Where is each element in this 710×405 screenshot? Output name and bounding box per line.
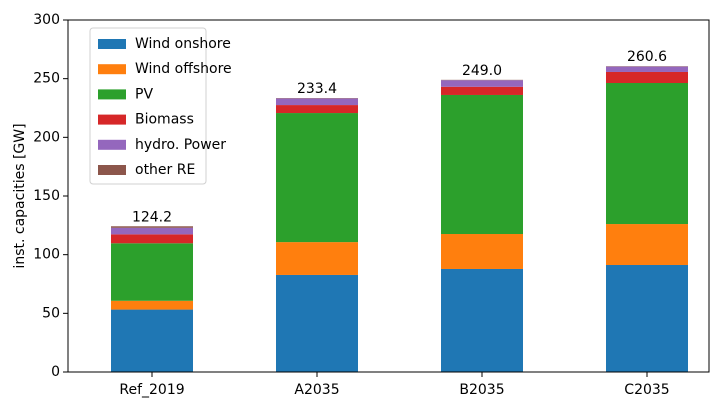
bar-segment (111, 226, 193, 228)
total-label: 260.6 (627, 49, 667, 65)
legend-label: other RE (135, 162, 195, 178)
bar-segment (276, 105, 358, 113)
bar-segment (441, 234, 523, 269)
legend-label: Wind onshore (135, 36, 231, 52)
bar-segment (276, 275, 358, 372)
y-tick-label: 100 (33, 247, 60, 263)
x-tick-label: B2035 (459, 382, 504, 398)
y-tick-label: 250 (33, 71, 60, 87)
bar-segment (606, 265, 688, 372)
bar-segment (276, 98, 358, 105)
bar-segment (111, 310, 193, 372)
legend-label: PV (135, 86, 153, 102)
y-tick-label: 200 (33, 129, 60, 145)
legend-swatch (98, 115, 126, 125)
y-tick-label: 300 (33, 12, 60, 28)
legend-swatch (98, 39, 126, 49)
bar-segment (606, 67, 688, 72)
y-axis-label: inst. capacities [GW] (12, 123, 28, 268)
bar-segment (606, 72, 688, 83)
bar-segment (441, 87, 523, 95)
legend-swatch (98, 140, 126, 150)
x-tick-label: C2035 (624, 382, 669, 398)
legend-swatch (98, 64, 126, 74)
bar-segment (276, 113, 358, 242)
bar-segment (276, 242, 358, 275)
y-tick-label: 50 (42, 305, 60, 321)
bar-segment (606, 83, 688, 224)
bar-segment (441, 80, 523, 87)
bar-segment (111, 301, 193, 310)
legend-label: hydro. Power (135, 137, 226, 153)
bar-segment (111, 228, 193, 235)
bar-segment (441, 269, 523, 372)
total-label: 249.0 (462, 63, 502, 79)
bar-segment (111, 234, 193, 243)
bar-segment (111, 243, 193, 300)
bar-segment (441, 95, 523, 234)
legend-label: Wind offshore (135, 61, 232, 77)
x-tick-label: A2035 (294, 382, 339, 398)
x-tick-label: Ref_2019 (119, 382, 184, 398)
total-label: 233.4 (297, 81, 337, 97)
legend-swatch (98, 89, 126, 99)
y-tick-label: 0 (51, 364, 60, 380)
total-label: 124.2 (132, 209, 172, 225)
y-tick-label: 150 (33, 188, 60, 204)
bar-segment (606, 224, 688, 265)
legend-label: Biomass (135, 112, 194, 128)
legend-swatch (98, 165, 126, 175)
